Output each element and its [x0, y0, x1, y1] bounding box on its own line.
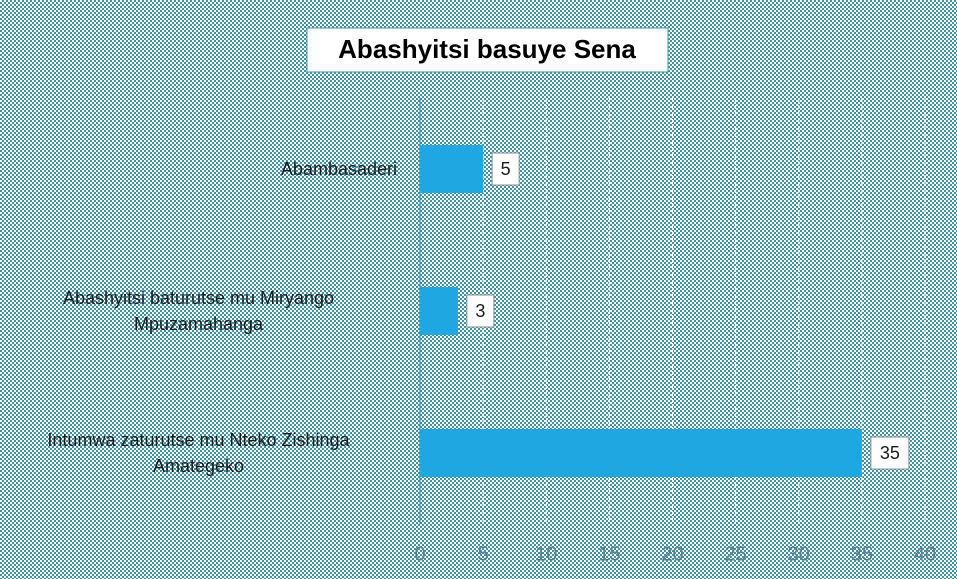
x-tick-label: 35	[851, 543, 873, 565]
x-tick-label: 10	[535, 543, 557, 565]
bar	[420, 429, 862, 477]
title-box	[306, 27, 669, 73]
x-tick-label: 15	[598, 543, 620, 565]
data-label: 5	[501, 159, 511, 179]
x-tick-label: 30	[788, 543, 810, 565]
x-tick-label: 25	[725, 543, 747, 565]
y-tick-label: Intumwa zaturutse mu Nteko Zishinga Amat…	[47, 430, 350, 476]
y-tick-label: Abambasaderi	[280, 159, 397, 179]
bar	[420, 287, 458, 335]
y-tick-label: Abashyitsi baturutse mu Miryango Mpuzama…	[62, 288, 335, 334]
data-label-box	[870, 436, 910, 470]
data-label: 3	[475, 301, 485, 321]
x-tick-label: 0	[414, 543, 425, 565]
x-tick-label: 5	[478, 543, 489, 565]
x-tick-label: 20	[661, 543, 683, 565]
chart-title: Abashyitsi basuye Sena	[338, 34, 636, 64]
data-label-box	[491, 152, 520, 186]
x-tick-label: 40	[914, 543, 936, 565]
data-label-box	[466, 294, 495, 328]
data-label: 35	[880, 443, 900, 463]
bar	[420, 145, 484, 193]
